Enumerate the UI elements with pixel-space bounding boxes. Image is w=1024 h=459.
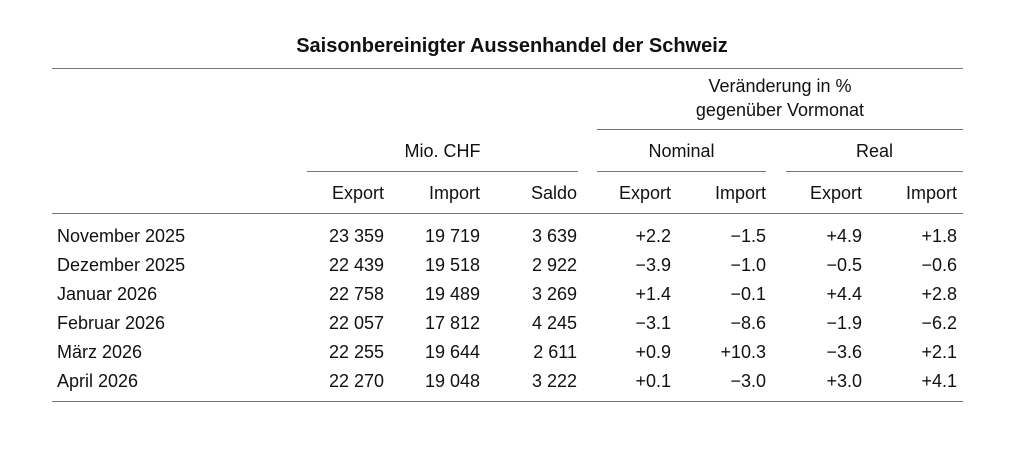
change-header-line2: gegenüber Vormonat [695, 100, 865, 120]
import-real-cell: +2.1 [921, 342, 957, 362]
export-mio-cell: 22 270 [328, 371, 384, 391]
export-real-cell: +4.9 [826, 226, 862, 246]
import-nominal-cell: −0.1 [730, 284, 766, 304]
real-group-rule [786, 171, 963, 172]
export-mio-cell: 22 758 [328, 284, 384, 304]
column-header: Export [618, 183, 671, 203]
column-header: Export [809, 183, 862, 203]
nominal-group-header: Nominal [648, 141, 715, 161]
export-mio-cell: 23 359 [328, 226, 384, 246]
row-label: November 2025 [57, 226, 186, 246]
import-mio-cell: 19 518 [424, 255, 480, 275]
import-mio-cell: 19 048 [424, 371, 480, 391]
row-label: März 2026 [57, 342, 143, 362]
import-nominal-cell: +10.3 [720, 342, 766, 362]
export-nominal-cell: +2.2 [635, 226, 671, 246]
import-real-cell: +4.1 [921, 371, 957, 391]
export-real-cell: −0.5 [826, 255, 862, 275]
mio-chf-group-header: Mio. CHF [404, 141, 481, 161]
export-nominal-cell: +1.4 [635, 284, 671, 304]
table-title: Saisonbereinigter Aussenhandel der Schwe… [296, 35, 728, 57]
export-mio-cell: 22 439 [328, 255, 384, 275]
column-header: Import [905, 183, 957, 203]
export-real-cell: +4.4 [826, 284, 862, 304]
import-mio-cell: 19 719 [424, 226, 480, 246]
export-mio-cell: 22 057 [328, 313, 384, 333]
import-mio-cell: 19 489 [424, 284, 480, 304]
import-mio-cell: 19 644 [424, 342, 480, 362]
saldo-mio-cell: 3 639 [531, 226, 577, 246]
export-nominal-cell: +0.9 [635, 342, 671, 362]
top-rule [52, 68, 963, 69]
column-header: Import [714, 183, 766, 203]
saldo-mio-cell: 4 245 [531, 313, 577, 333]
row-label: Januar 2026 [57, 284, 158, 304]
row-label: Dezember 2025 [57, 255, 186, 275]
import-mio-cell: 17 812 [424, 313, 480, 333]
export-real-cell: −3.6 [826, 342, 862, 362]
nominal-group-rule [597, 171, 766, 172]
import-nominal-cell: −1.0 [730, 255, 766, 275]
bottom-rule [52, 401, 963, 402]
import-nominal-cell: −3.0 [730, 371, 766, 391]
change-header-rule [597, 129, 963, 130]
import-real-cell: −6.2 [921, 313, 957, 333]
header-bottom-rule [52, 213, 963, 214]
import-real-cell: +1.8 [921, 226, 957, 246]
export-nominal-cell: +0.1 [635, 371, 671, 391]
mio-chf-group-rule [307, 171, 578, 172]
column-header: Saldo [530, 183, 577, 203]
export-real-cell: +3.0 [826, 371, 862, 391]
export-nominal-cell: −3.9 [635, 255, 671, 275]
export-mio-cell: 22 255 [328, 342, 384, 362]
import-nominal-cell: −1.5 [730, 226, 766, 246]
saldo-mio-cell: 2 611 [533, 342, 577, 362]
saldo-mio-cell: 2 922 [531, 255, 577, 275]
import-nominal-cell: −8.6 [730, 313, 766, 333]
export-nominal-cell: −3.1 [635, 313, 671, 333]
export-real-cell: −1.9 [826, 313, 862, 333]
saldo-mio-cell: 3 269 [531, 284, 577, 304]
change-header-line1: Veränderung in % [708, 76, 852, 96]
column-header: Import [428, 183, 480, 203]
saldo-mio-cell: 3 222 [531, 371, 577, 391]
row-label: Februar 2026 [57, 313, 166, 333]
row-label: April 2026 [57, 371, 139, 391]
real-group-header: Real [855, 141, 894, 161]
import-real-cell: +2.8 [921, 284, 957, 304]
column-header: Export [331, 183, 384, 203]
import-real-cell: −0.6 [921, 255, 957, 275]
